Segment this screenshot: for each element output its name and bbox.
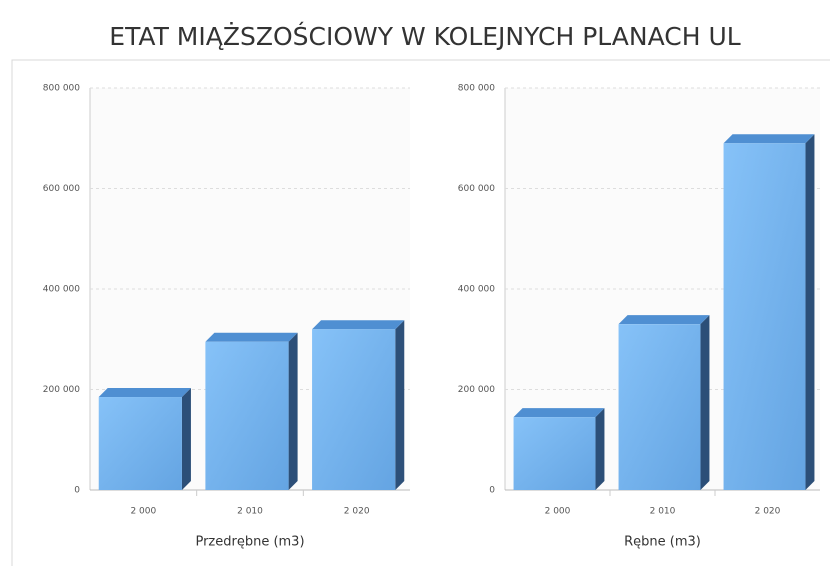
bar-top [618, 315, 710, 325]
y-tick-label: 400 000 [458, 285, 495, 295]
y-tick-label: 200 000 [43, 385, 80, 395]
y-tick-label: 800 000 [458, 84, 495, 94]
bar-top [513, 408, 605, 418]
x-tick-label: 2 020 [755, 507, 781, 517]
bar [312, 329, 396, 490]
x-tick-label: 2 000 [545, 507, 571, 517]
bar-top [723, 134, 815, 144]
y-tick-label: 600 000 [43, 184, 80, 194]
x-axis-title: Rębne (m3) [624, 535, 701, 550]
bar-side [395, 320, 405, 490]
x-tick-label: 2 010 [237, 507, 263, 517]
y-tick-label: 400 000 [43, 285, 80, 295]
y-tick-label: 800 000 [43, 84, 80, 94]
y-tick-label: 0 [489, 486, 495, 496]
title: ETAT MIĄŻSZOŚCIOWY W KOLEJNYCH PLANACH U… [109, 21, 740, 51]
y-tick-label: 200 000 [458, 385, 495, 395]
bar [205, 341, 289, 490]
y-tick-label: 0 [74, 486, 80, 496]
bar-top [312, 320, 405, 330]
bar-side [595, 408, 605, 490]
bar [98, 397, 182, 490]
bar-side [181, 388, 191, 490]
bar [618, 324, 701, 490]
bar [723, 143, 806, 490]
y-tick-label: 600 000 [458, 184, 495, 194]
bar-side [288, 332, 298, 490]
bar-top [98, 388, 191, 398]
bar-side [805, 134, 815, 490]
x-axis-title: Przedrębne (m3) [195, 535, 304, 550]
x-tick-label: 2 020 [344, 507, 370, 517]
bar [513, 417, 596, 490]
bar-top [205, 332, 298, 342]
frame [11, 59, 830, 566]
bar-side [700, 315, 710, 490]
x-tick-label: 2 000 [130, 507, 156, 517]
x-tick-label: 2 010 [650, 507, 676, 517]
